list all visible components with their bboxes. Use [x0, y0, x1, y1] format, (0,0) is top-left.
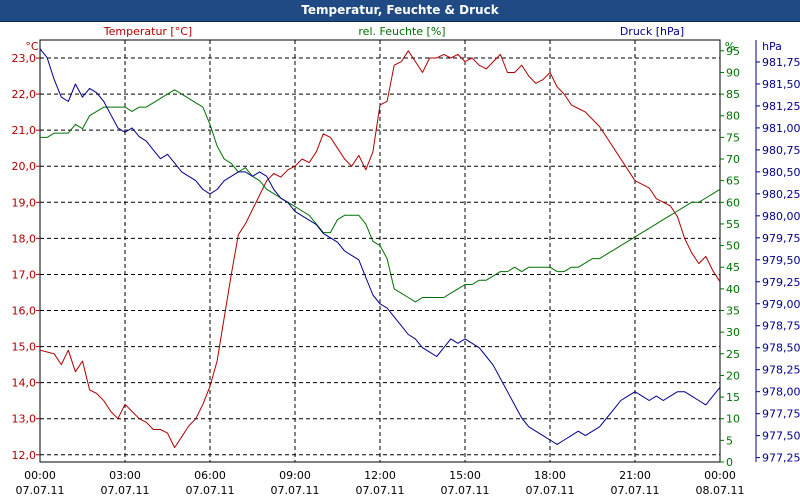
- humidity-tick-label: 70: [726, 153, 740, 166]
- humidity-unit-label: %: [725, 40, 735, 53]
- humidity-tick-label: 45: [726, 261, 740, 274]
- x-tick-time: 18:00: [534, 469, 566, 482]
- plot-frame: [39, 39, 721, 463]
- temperature-tick-label: 12,0: [12, 449, 37, 462]
- humidity-axis-title: rel. Feuchte [%]: [358, 25, 445, 38]
- temperature-tick-label: 23,0: [12, 52, 37, 65]
- pressure-tick-label: 980,25: [762, 188, 800, 201]
- x-tick-date: 07.07.11: [611, 484, 660, 497]
- temperature-tick-label: 21,0: [12, 124, 37, 137]
- x-tick-date: 07.07.11: [441, 484, 490, 497]
- humidity-tick-label: 90: [726, 66, 740, 79]
- humidity-tick-label: 80: [726, 110, 740, 123]
- x-tick-date: 08.07.11: [696, 484, 745, 497]
- x-tick-date: 07.07.11: [186, 484, 235, 497]
- pressure-tick-label: 978,75: [762, 320, 800, 333]
- pressure-tick-label: 979,25: [762, 276, 800, 289]
- grid-lines: [40, 40, 720, 462]
- chart-title-bar: Temperatur, Feuchte & Druck: [0, 0, 800, 22]
- temperature-tick-label: 20,0: [12, 160, 37, 173]
- x-tick-time: 12:00: [364, 469, 396, 482]
- humidity-tick-label: 30: [726, 326, 740, 339]
- x-tick-time: 15:00: [449, 469, 481, 482]
- humidity-tick-label: 75: [726, 131, 740, 144]
- series-layer: [39, 48, 721, 449]
- humidity-series-line: [40, 89, 721, 303]
- humidity-tick-label: 15: [726, 391, 740, 404]
- pressure-tick-label: 979,50: [762, 254, 800, 267]
- humidity-tick-label: 50: [726, 240, 740, 253]
- pressure-tick-label: 977,50: [762, 430, 800, 443]
- humidity-tick-label: 25: [726, 348, 740, 361]
- x-tick-date: 07.07.11: [356, 484, 405, 497]
- humidity-tick-label: 95: [726, 45, 740, 58]
- temperature-tick-label: 13,0: [12, 413, 37, 426]
- pressure-tick-label: 979,75: [762, 232, 800, 245]
- x-tick-time: 03:00: [109, 469, 141, 482]
- humidity-tick-label: 20: [726, 369, 740, 382]
- humidity-tick-label: 60: [726, 196, 740, 209]
- pressure-tick-label: 977,75: [762, 408, 800, 421]
- humidity-tick-label: 5: [726, 434, 733, 447]
- humidity-tick-label: 65: [726, 175, 740, 188]
- temperature-tick-label: 22,0: [12, 88, 37, 101]
- pressure-tick-label: 980,00: [762, 210, 800, 223]
- humidity-tick-label: 40: [726, 283, 740, 296]
- x-tick-time: 06:00: [194, 469, 226, 482]
- temperature-series-line: [39, 50, 721, 449]
- x-tick-date: 07.07.11: [16, 484, 65, 497]
- pressure-tick-label: 978,50: [762, 342, 800, 355]
- chart-title: Temperatur, Feuchte & Druck: [301, 3, 499, 17]
- axis-labels: 00:00 07.07.11 03:00 07.07.11 06:00 07.07.11 0…: [12, 25, 800, 497]
- pressure-tick-label: 978,00: [762, 386, 800, 399]
- x-tick-date: 07.07.11: [526, 484, 575, 497]
- pressure-series-line: [39, 48, 721, 445]
- pressure-tick-label: 979,00: [762, 298, 800, 311]
- x-tick-date: 07.07.11: [271, 484, 320, 497]
- x-tick-time: 00:00: [704, 469, 736, 482]
- temperature-tick-label: 16,0: [12, 305, 37, 318]
- pressure-axis-title: Druck [hPa]: [620, 25, 684, 38]
- x-tick-time: 21:00: [619, 469, 651, 482]
- temperature-tick-label: 17,0: [12, 268, 37, 281]
- pressure-tick-label: 980,75: [762, 144, 800, 157]
- temperature-tick-label: 19,0: [12, 196, 37, 209]
- humidity-tick-label: 55: [726, 218, 740, 231]
- pressure-tick-label: 978,25: [762, 364, 800, 377]
- pressure-tick-label: 981,25: [762, 100, 800, 113]
- x-tick-time: 00:00: [24, 469, 56, 482]
- pressure-tick-label: 980,50: [762, 166, 800, 179]
- temperature-axis-title: Temperatur [°C]: [103, 25, 192, 38]
- temperature-tick-label: 15,0: [12, 341, 37, 354]
- humidity-tick-label: 0: [726, 456, 733, 469]
- pressure-tick-label: 981,00: [762, 122, 800, 135]
- temperature-tick-label: 18,0: [12, 232, 37, 245]
- x-tick-time: 09:00: [279, 469, 311, 482]
- humidity-tick-label: 10: [726, 413, 740, 426]
- pressure-tick-label: 981,50: [762, 78, 800, 91]
- pressure-unit-label: hPa: [762, 40, 782, 53]
- temperature-tick-label: 14,0: [12, 377, 37, 390]
- temperature-unit-label: °C: [25, 40, 39, 53]
- humidity-tick-label: 85: [726, 88, 740, 101]
- humidity-tick-label: 35: [726, 305, 740, 318]
- x-tick-date: 07.07.11: [101, 484, 150, 497]
- pressure-tick-label: 981,75: [762, 56, 800, 69]
- pressure-tick-label: 977,25: [762, 452, 800, 465]
